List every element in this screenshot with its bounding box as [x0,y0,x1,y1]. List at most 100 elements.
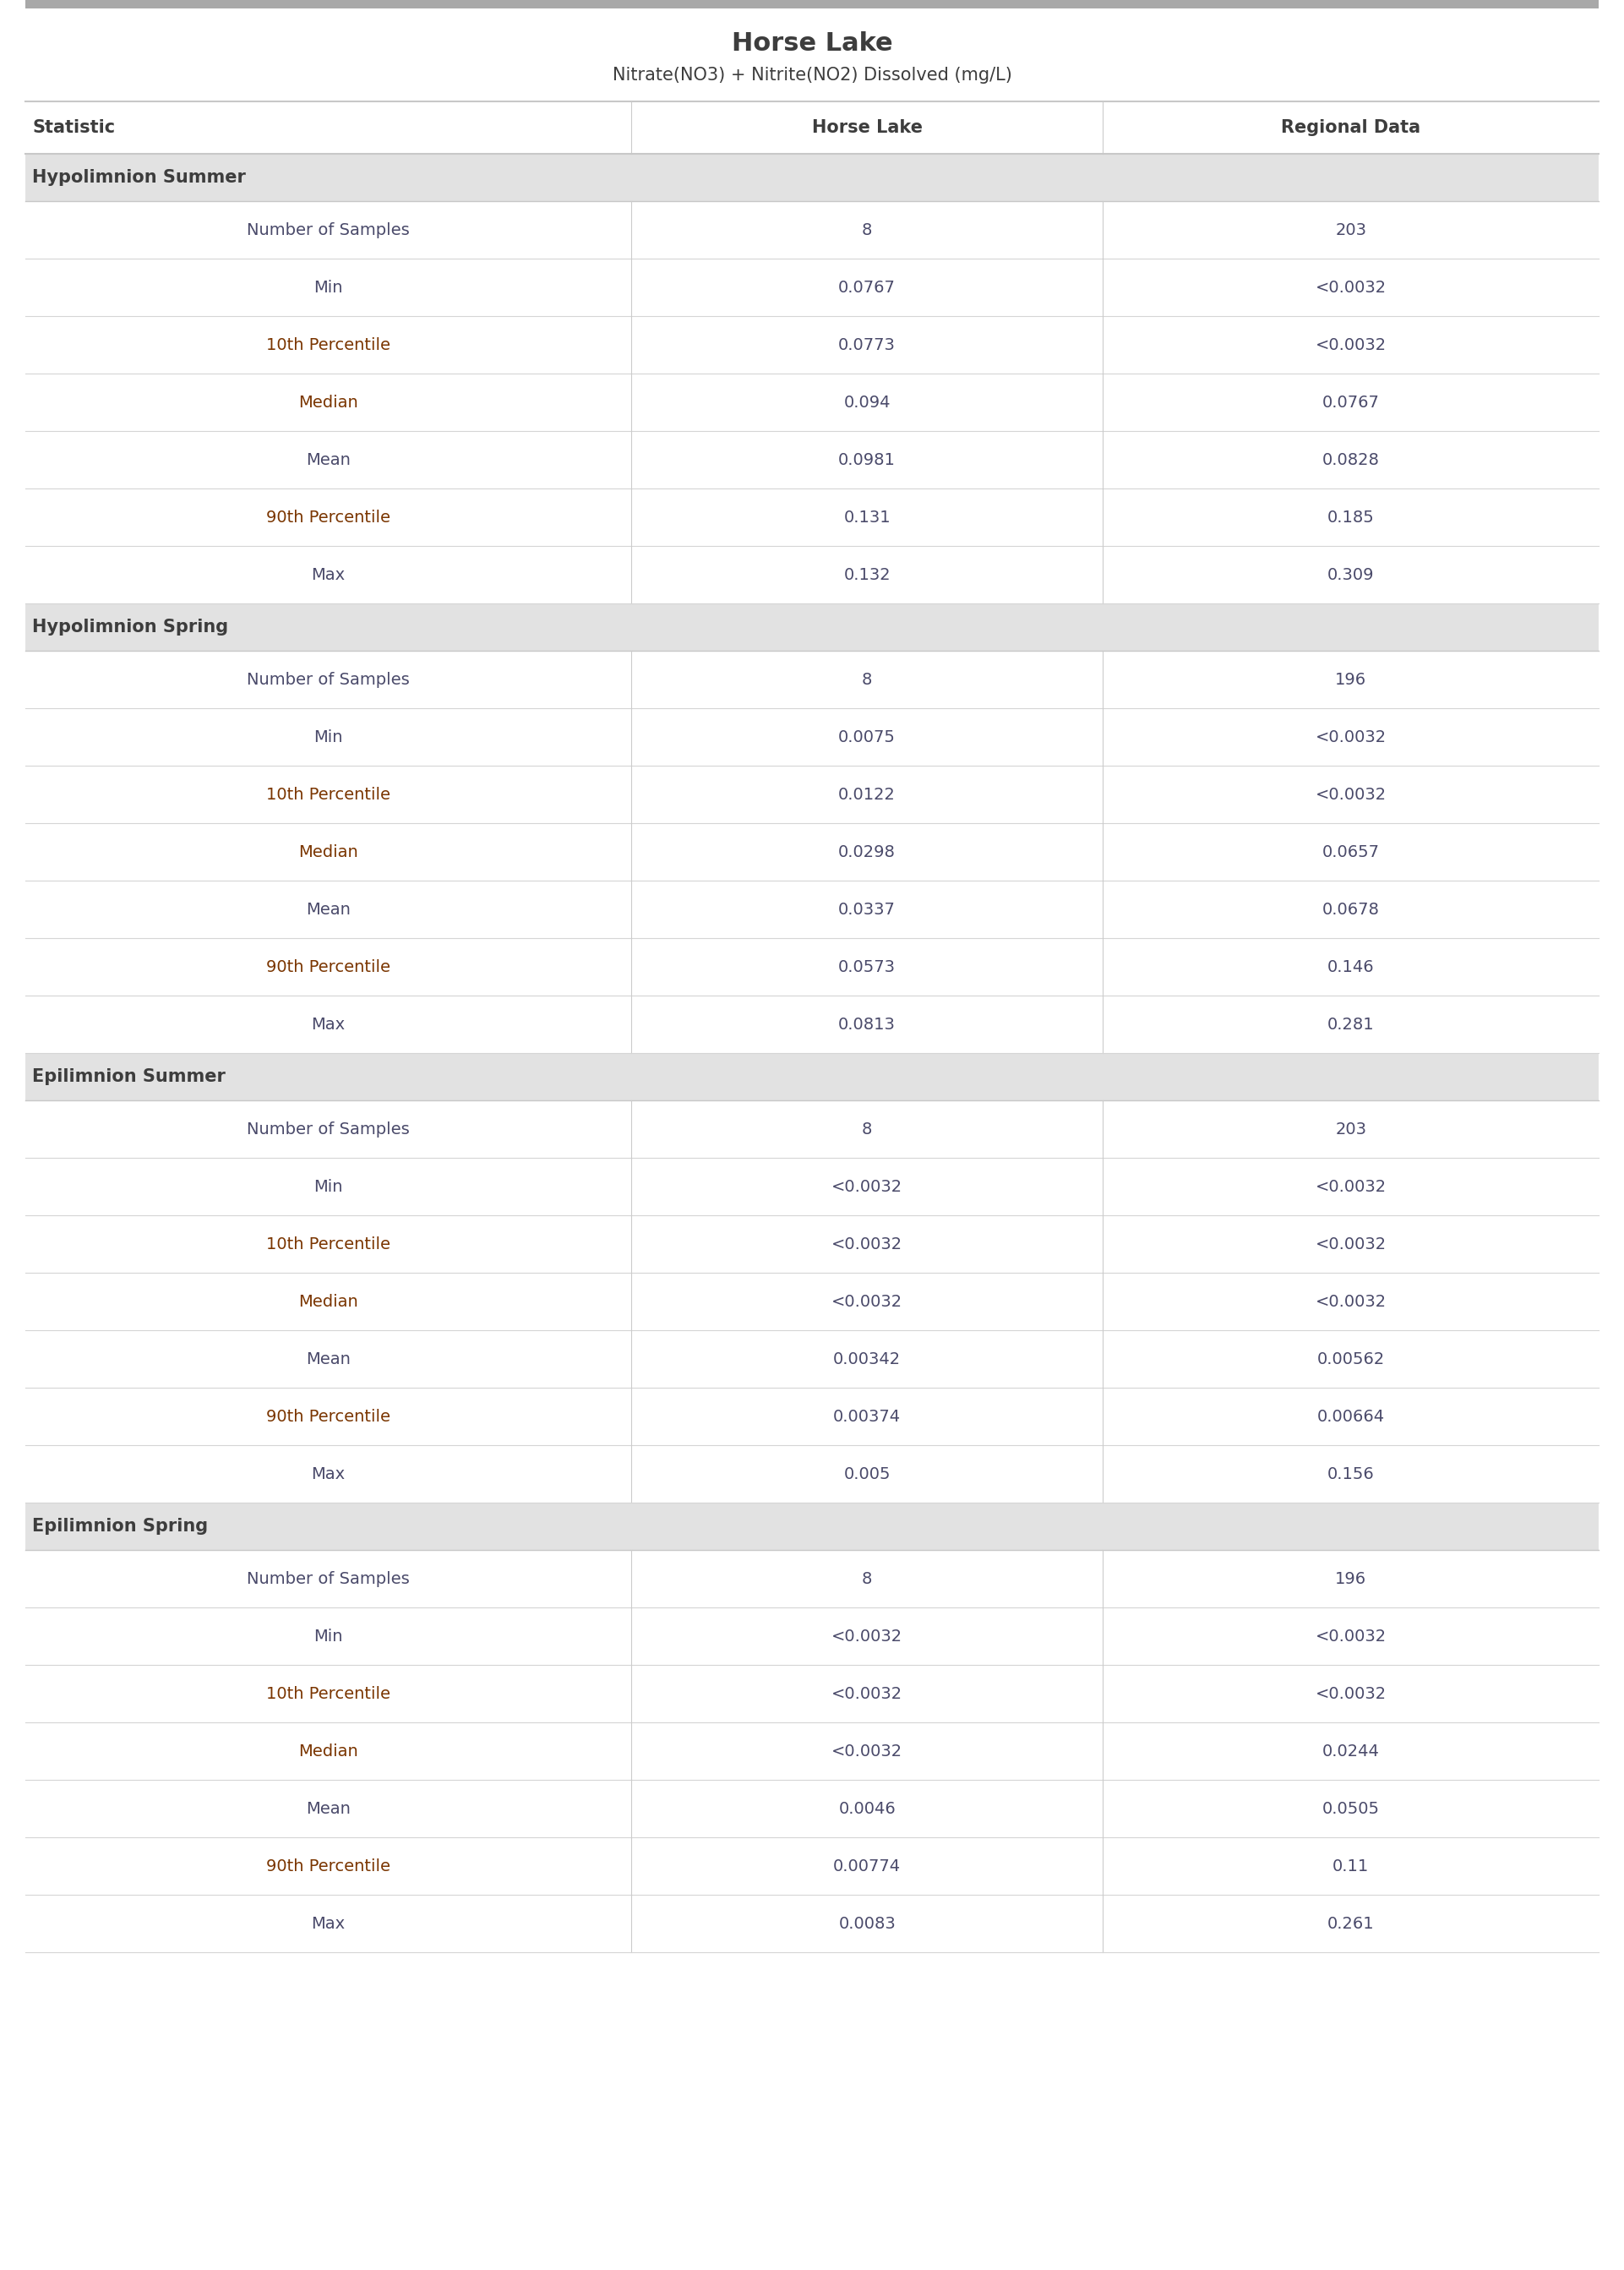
Text: Mean: Mean [305,901,351,917]
Text: 10th Percentile: 10th Percentile [266,1687,390,1702]
Text: <0.0032: <0.0032 [1315,336,1387,352]
Text: Number of Samples: Number of Samples [247,672,409,688]
Bar [26,997,1598,1053]
Bar [26,547,1598,604]
Text: Horse Lake: Horse Lake [812,118,922,136]
Bar [26,765,1598,824]
Bar [26,708,1598,765]
Text: 0.281: 0.281 [1327,1017,1374,1033]
Text: 0.0657: 0.0657 [1322,844,1379,860]
Bar [26,1550,1598,1607]
Text: Hypolimnion Summer: Hypolimnion Summer [32,168,245,186]
Text: 0.0773: 0.0773 [838,336,896,352]
Bar [26,375,1598,431]
Text: 0.261: 0.261 [1327,1916,1374,1932]
Text: 10th Percentile: 10th Percentile [266,336,390,352]
Text: 0.0075: 0.0075 [838,729,896,745]
Text: 0.0813: 0.0813 [838,1017,896,1033]
Text: 203: 203 [1335,222,1366,238]
Bar [26,259,1598,316]
Text: 8: 8 [862,1121,872,1137]
Text: Min: Min [313,729,343,745]
Text: Regional Data: Regional Data [1281,118,1421,136]
Text: 0.0244: 0.0244 [1322,1743,1379,1759]
Text: 0.00342: 0.00342 [833,1351,901,1367]
Text: Min: Min [313,1628,343,1643]
Text: Statistic: Statistic [32,118,115,136]
Text: 0.146: 0.146 [1327,958,1374,974]
Text: 0.0981: 0.0981 [838,452,896,468]
Bar [26,1053,1598,1101]
Text: Epilimnion Spring: Epilimnion Spring [32,1519,208,1535]
Bar [26,651,1598,708]
Text: Min: Min [313,279,343,295]
Bar [26,202,1598,259]
Text: 8: 8 [862,222,872,238]
Text: <0.0032: <0.0032 [831,1628,903,1643]
Text: 0.0573: 0.0573 [838,958,896,974]
Text: Max: Max [312,1466,346,1482]
Text: Horse Lake: Horse Lake [731,32,893,57]
Text: Mean: Mean [305,452,351,468]
Text: 0.0046: 0.0046 [838,1800,896,1816]
Text: 0.0298: 0.0298 [838,844,896,860]
Text: 0.00374: 0.00374 [833,1407,901,1426]
Text: 0.00774: 0.00774 [833,1859,901,1875]
Text: 0.11: 0.11 [1333,1859,1369,1875]
Text: Nitrate(NO3) + Nitrite(NO2) Dissolved (mg/L): Nitrate(NO3) + Nitrite(NO2) Dissolved (m… [612,66,1012,84]
Text: Number of Samples: Number of Samples [247,1571,409,1587]
Text: <0.0032: <0.0032 [1315,1178,1387,1194]
Text: Max: Max [312,1916,346,1932]
Bar [26,1330,1598,1387]
Text: <0.0032: <0.0032 [1315,785,1387,801]
Text: 0.0767: 0.0767 [1322,395,1379,411]
Bar [26,881,1598,938]
Text: 0.132: 0.132 [843,568,890,583]
Text: 0.0337: 0.0337 [838,901,896,917]
Bar [26,1214,1598,1273]
Text: Hypolimnion Spring: Hypolimnion Spring [32,620,229,636]
Text: 90th Percentile: 90th Percentile [266,508,390,524]
Text: 0.156: 0.156 [1327,1466,1374,1482]
Bar [26,1446,1598,1503]
Bar [26,604,1598,651]
Text: 10th Percentile: 10th Percentile [266,1235,390,1253]
Bar [26,1895,1598,1952]
Text: 203: 203 [1335,1121,1366,1137]
Bar [26,1503,1598,1550]
Text: 0.00562: 0.00562 [1317,1351,1385,1367]
Text: Epilimnion Summer: Epilimnion Summer [32,1069,226,1085]
Text: <0.0032: <0.0032 [831,1178,903,1194]
Text: 0.00664: 0.00664 [1317,1407,1385,1426]
Text: <0.0032: <0.0032 [1315,1687,1387,1702]
Text: <0.0032: <0.0032 [831,1743,903,1759]
Text: 196: 196 [1335,672,1366,688]
Text: 90th Percentile: 90th Percentile [266,958,390,974]
Bar [26,1723,1598,1780]
Text: <0.0032: <0.0032 [831,1294,903,1310]
Text: 196: 196 [1335,1571,1366,1587]
Text: 8: 8 [862,672,872,688]
Bar [26,1607,1598,1664]
Bar [26,938,1598,997]
Text: Min: Min [313,1178,343,1194]
Text: <0.0032: <0.0032 [1315,1294,1387,1310]
Text: <0.0032: <0.0032 [1315,1235,1387,1253]
Text: 90th Percentile: 90th Percentile [266,1407,390,1426]
Bar [26,0,1598,9]
Text: <0.0032: <0.0032 [831,1235,903,1253]
Text: 0.0083: 0.0083 [838,1916,896,1932]
Bar [26,1101,1598,1158]
Bar [26,488,1598,547]
Bar [26,9,1598,102]
Text: Median: Median [299,1743,359,1759]
Text: 0.094: 0.094 [843,395,890,411]
Bar [26,1664,1598,1723]
Bar [26,1273,1598,1330]
Text: Mean: Mean [305,1351,351,1367]
Bar [26,1158,1598,1214]
Bar [26,824,1598,881]
Text: 8: 8 [862,1571,872,1587]
Text: Median: Median [299,844,359,860]
Text: 0.0505: 0.0505 [1322,1800,1379,1816]
